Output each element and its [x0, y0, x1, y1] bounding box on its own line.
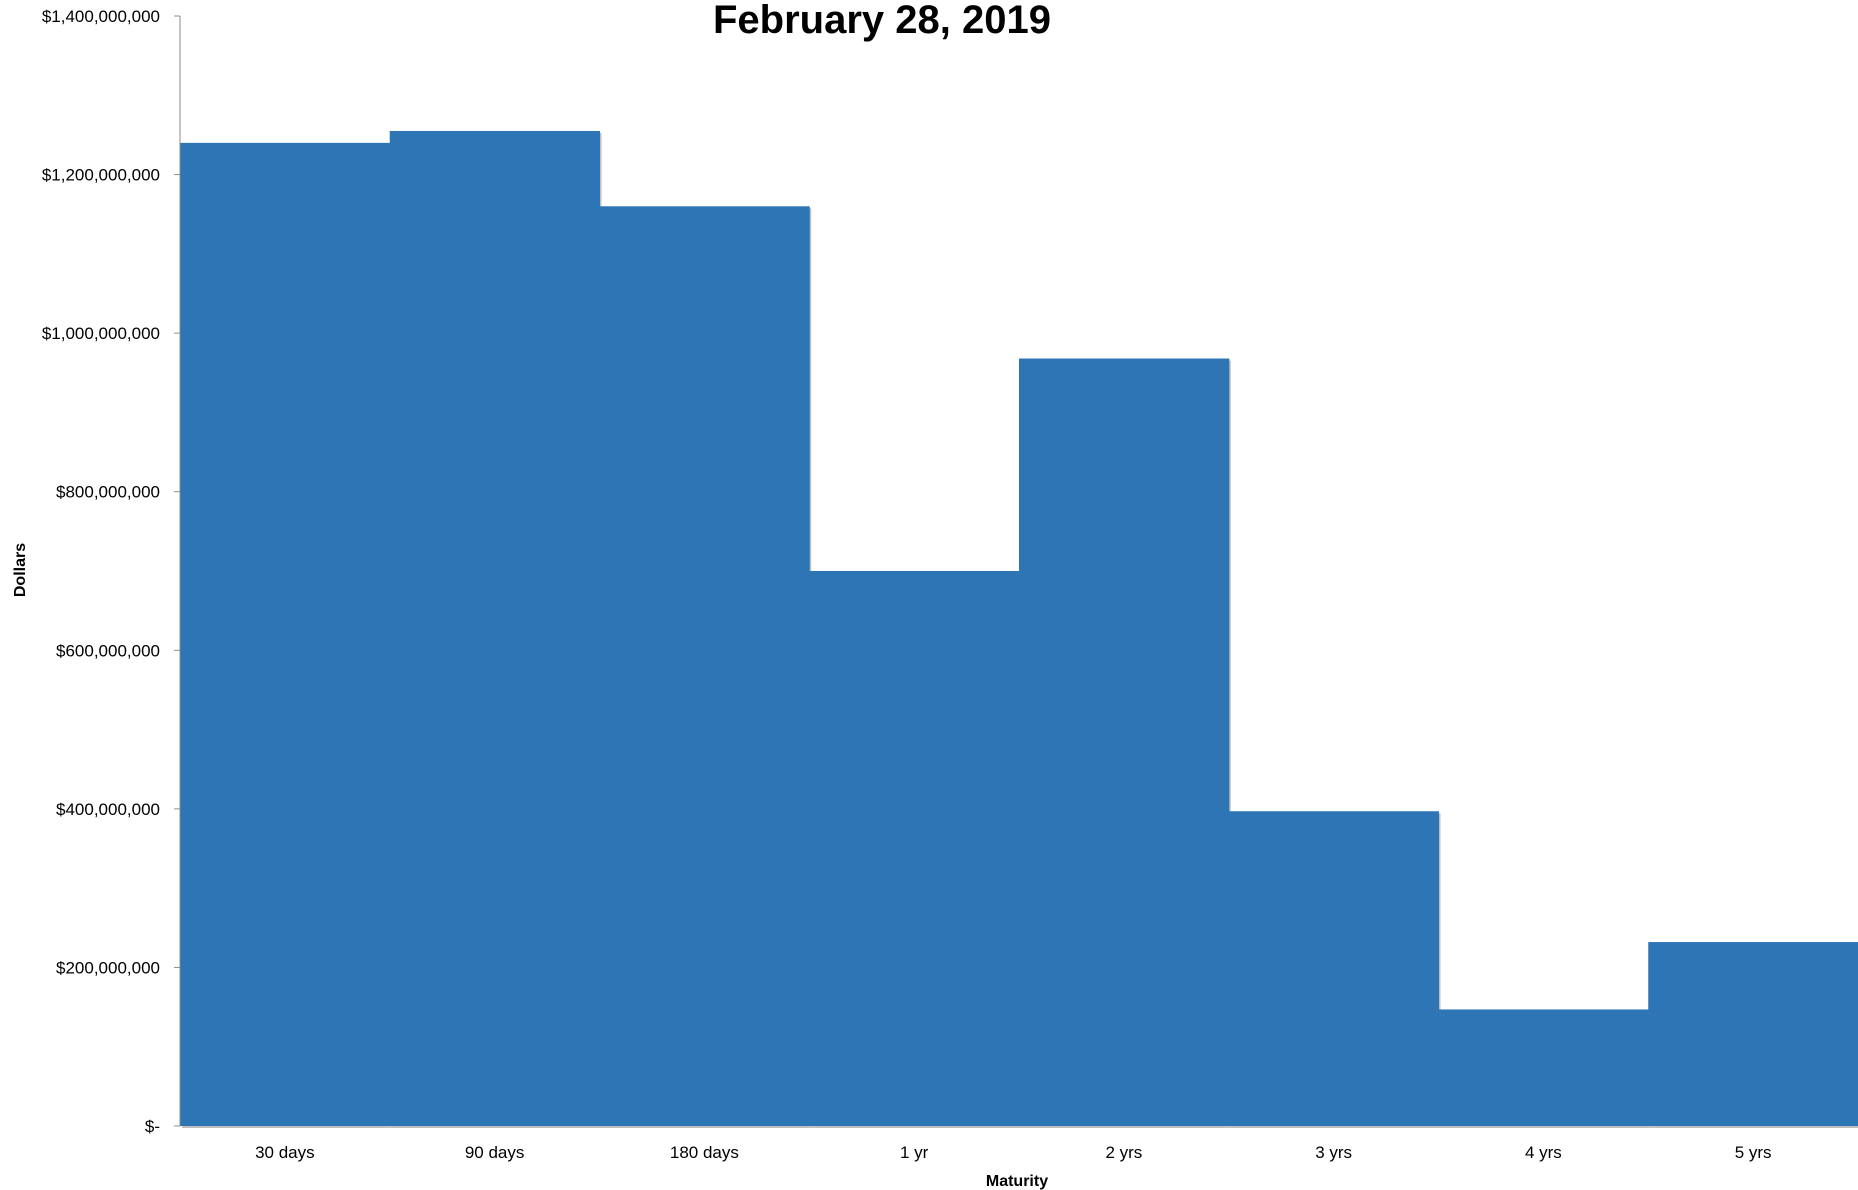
y-tick-label: $1,200,000,000: [42, 166, 160, 185]
bar-5-yrs: [1648, 942, 1858, 1126]
bar-30-days: [180, 142, 391, 1126]
y-tick-label: $600,000,000: [56, 641, 160, 660]
bar-180-days: [599, 206, 810, 1127]
x-tick-label: 90 days: [465, 1143, 525, 1162]
bar-3-yrs: [1228, 811, 1439, 1126]
y-tick-label: $800,000,000: [56, 483, 160, 502]
bar-4-yrs: [1438, 1009, 1649, 1126]
bar-2-yrs: [1019, 358, 1230, 1126]
bar-90-days: [389, 130, 600, 1126]
x-tick-label: 5 yrs: [1735, 1143, 1772, 1162]
x-tick-label: 30 days: [255, 1143, 315, 1162]
y-tick-label: $-: [145, 1117, 160, 1136]
bar-1-yr: [809, 571, 1020, 1126]
x-tick-label: 2 yrs: [1105, 1143, 1142, 1162]
x-tick-labels: 30 days 90 days 180 days 1 yr 2 yrs 3 yrs 4 yr…: [255, 1143, 1771, 1162]
y-axis-title: Dollars: [12, 543, 29, 597]
y-tick-label: $1,400,000,000: [42, 7, 160, 26]
x-axis-title: Maturity: [986, 1173, 1048, 1190]
x-tick-label: 180 days: [670, 1143, 739, 1162]
y-tick-label: $1,000,000,000: [42, 324, 160, 343]
x-tick-label: 4 yrs: [1525, 1143, 1562, 1162]
y-tick-label: $400,000,000: [56, 800, 160, 819]
x-tick-label: 3 yrs: [1315, 1143, 1352, 1162]
chart-title: February 28, 2019: [713, 0, 1051, 42]
y-tick-label: $200,000,000: [56, 958, 160, 977]
y-tick-labels: $- $200,000,000 $400,000,000 $600,000,000 $8…: [42, 7, 180, 1136]
bar-series: [180, 130, 1858, 1129]
x-tick-label: 1 yr: [900, 1143, 929, 1162]
